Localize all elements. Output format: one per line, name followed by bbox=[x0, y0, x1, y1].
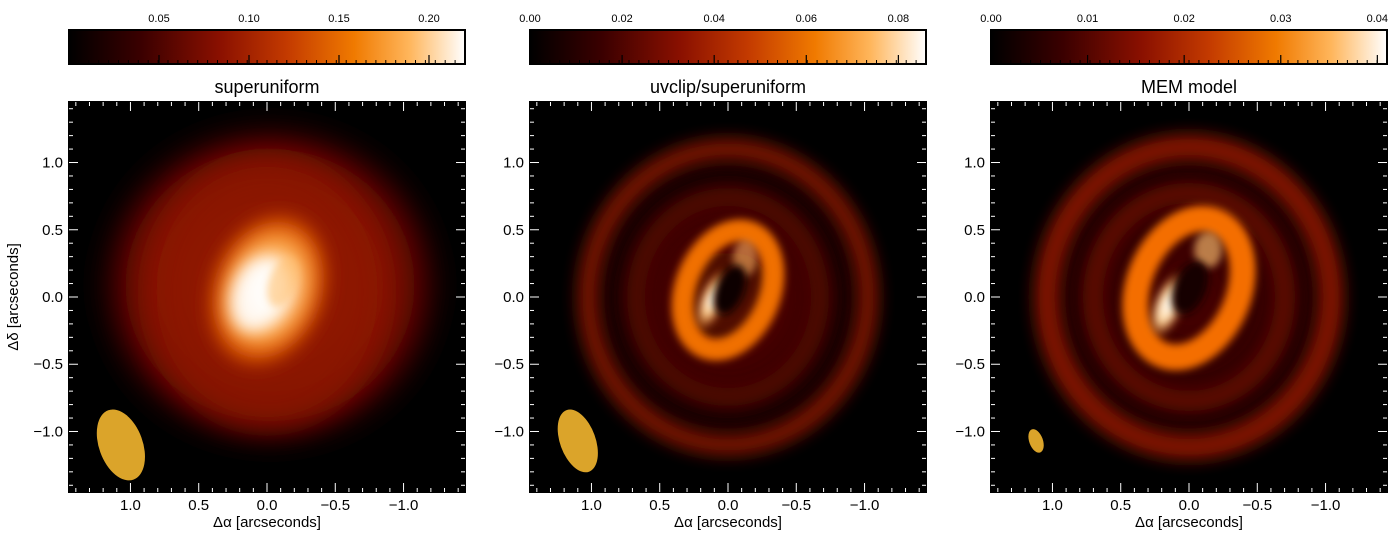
image-plot bbox=[990, 101, 1388, 493]
colorbar-tick-label: 0.03 bbox=[1270, 13, 1291, 25]
y-tick-labels: 1.0 0.5 0.0 −0.5 −1.0 bbox=[955, 155, 985, 441]
panel-mem-model: 0.00 0.01 0.02 0.03 0.04 MEM model 1.0 0.5 0.0… bbox=[955, 13, 1388, 531]
colorbar-ticks: 0.00 0.01 0.02 0.03 0.04 bbox=[980, 13, 1388, 64]
colorbar: 0.00 0.02 0.04 0.06 0.08 bbox=[519, 13, 927, 65]
panel-title: uvclip/superuniform bbox=[650, 77, 806, 97]
x-tick-label: −1.0 bbox=[1311, 497, 1341, 514]
colorbar-tick-label: 0.04 bbox=[703, 13, 724, 25]
y-tick-label: −1.0 bbox=[955, 423, 985, 440]
y-axis-label: Δδ [arcseconds] bbox=[5, 243, 22, 351]
colorbar-tick-label: 0.20 bbox=[418, 13, 439, 25]
x-tick-label: 0.5 bbox=[188, 497, 209, 514]
colorbar-tick-label: 0.15 bbox=[328, 13, 349, 25]
x-tick-labels: 1.0 0.5 0.0 −0.5 −1.0 bbox=[1042, 497, 1340, 514]
image-plot bbox=[529, 101, 927, 493]
y-tick-label: −0.5 bbox=[955, 356, 985, 373]
beam-ellipse bbox=[96, 409, 145, 481]
y-tick-label: −1.0 bbox=[494, 423, 524, 440]
beam-ellipse bbox=[1028, 429, 1044, 453]
y-tick-label: 0.0 bbox=[964, 289, 985, 306]
y-tick-label: 1.0 bbox=[964, 155, 985, 172]
colorbar: 0.05 0.10 0.15 0.20 bbox=[68, 13, 466, 65]
colorbar-ticks: 0.05 0.10 0.15 0.20 bbox=[68, 13, 466, 64]
colorbar-tick-label: 0.04 bbox=[1367, 13, 1388, 25]
colorbar-tick-label: 0.08 bbox=[888, 13, 909, 25]
beam-ellipse bbox=[557, 409, 598, 473]
y-tick-label: −0.5 bbox=[494, 356, 524, 373]
y-tick-label: 0.5 bbox=[42, 222, 63, 239]
panel-uvclip-superuniform: 0.00 0.02 0.04 0.06 0.08 uvclip/superuniform… bbox=[494, 13, 927, 531]
colorbar-gradient bbox=[68, 29, 466, 65]
x-tick-label: −1.0 bbox=[389, 497, 419, 514]
x-axis-label: Δα [arcseconds] bbox=[1135, 514, 1243, 531]
colorbar-tick-label: 0.02 bbox=[1173, 13, 1194, 25]
x-tick-labels: 1.0 0.5 0.0 −0.5 −1.0 bbox=[120, 497, 418, 514]
x-tick-label: −0.5 bbox=[320, 497, 350, 514]
y-tick-labels: 1.0 0.5 0.0 −0.5 −1.0 bbox=[494, 155, 524, 441]
colorbar-tick-label: 0.02 bbox=[611, 13, 632, 25]
colorbar-tick-label: 0.06 bbox=[796, 13, 817, 25]
x-tick-label: 1.0 bbox=[1042, 497, 1063, 514]
colorbar-tick-label: 0.01 bbox=[1077, 13, 1098, 25]
x-tick-label: 1.0 bbox=[581, 497, 602, 514]
y-tick-label: 0.5 bbox=[503, 222, 524, 239]
axis-ticks bbox=[530, 102, 926, 492]
y-tick-label: 0.0 bbox=[503, 289, 524, 306]
x-axis-label: Δα [arcseconds] bbox=[213, 514, 321, 531]
y-tick-label: 1.0 bbox=[503, 155, 524, 172]
axis-ticks bbox=[69, 102, 465, 492]
axis-ticks bbox=[991, 102, 1387, 492]
colorbar-tick-label: 0.05 bbox=[148, 13, 169, 25]
y-tick-label: −1.0 bbox=[33, 423, 63, 440]
x-tick-label: −0.5 bbox=[781, 497, 811, 514]
x-tick-label: 0.0 bbox=[1179, 497, 1200, 514]
colorbar-gradient bbox=[529, 29, 927, 65]
x-tick-label: 0.0 bbox=[718, 497, 739, 514]
image-plot bbox=[68, 101, 466, 493]
colorbar-gradient bbox=[990, 29, 1388, 65]
x-tick-label: 0.5 bbox=[649, 497, 670, 514]
colorbar-tick-label: 0.00 bbox=[519, 13, 540, 25]
x-tick-label: −1.0 bbox=[850, 497, 880, 514]
colorbar-tick-label: 0.00 bbox=[980, 13, 1001, 25]
y-tick-label: −0.5 bbox=[33, 356, 63, 373]
x-tick-label: 1.0 bbox=[120, 497, 141, 514]
panel-title: superuniform bbox=[214, 77, 319, 97]
colorbar: 0.00 0.01 0.02 0.03 0.04 bbox=[980, 13, 1388, 65]
x-tick-label: −0.5 bbox=[1242, 497, 1272, 514]
x-tick-label: 0.0 bbox=[257, 497, 278, 514]
panel-superuniform: 0.05 0.10 0.15 0.20 superuniform 1.0 0.5 0.0 −… bbox=[5, 13, 466, 531]
y-tick-label: 0.5 bbox=[964, 222, 985, 239]
y-tick-labels: 1.0 0.5 0.0 −0.5 −1.0 bbox=[33, 155, 63, 441]
y-tick-label: 1.0 bbox=[42, 155, 63, 172]
colorbar-ticks: 0.00 0.02 0.04 0.06 0.08 bbox=[519, 13, 927, 64]
colorbar-tick-label: 0.10 bbox=[238, 13, 259, 25]
panel-title: MEM model bbox=[1141, 77, 1237, 97]
y-tick-label: 0.0 bbox=[42, 289, 63, 306]
x-tick-labels: 1.0 0.5 0.0 −0.5 −1.0 bbox=[581, 497, 879, 514]
x-tick-label: 0.5 bbox=[1110, 497, 1131, 514]
x-axis-label: Δα [arcseconds] bbox=[674, 514, 782, 531]
